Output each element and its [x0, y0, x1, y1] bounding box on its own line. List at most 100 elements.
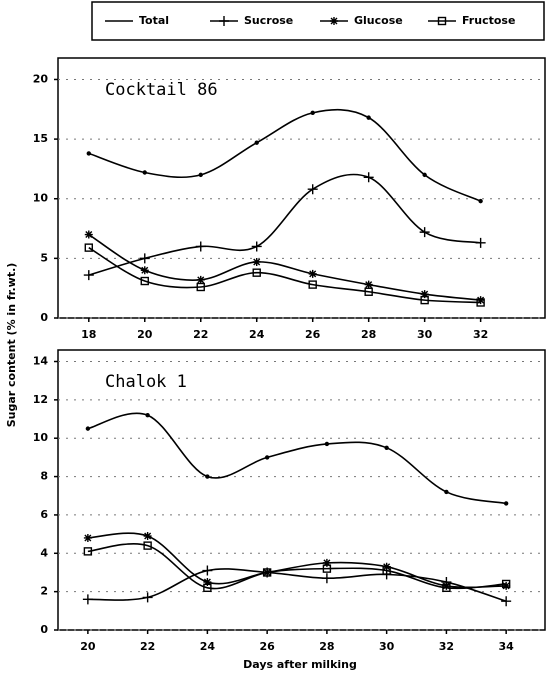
y-tick-label: 6: [40, 508, 48, 521]
point: [143, 541, 152, 550]
x-tick-label: 32: [439, 640, 454, 653]
legend-label: Total: [139, 14, 169, 27]
x-tick-label: 30: [379, 640, 395, 653]
point: [202, 565, 213, 576]
point: [501, 596, 512, 607]
legend-label: Glucose: [354, 14, 403, 27]
point: [321, 573, 332, 584]
point: [198, 172, 203, 178]
point: [363, 172, 374, 183]
point: [364, 280, 373, 289]
point: [322, 564, 332, 573]
point: [140, 276, 149, 286]
point: [252, 268, 261, 277]
point: [251, 241, 262, 252]
y-tick-label: 5: [40, 251, 48, 264]
point: [437, 16, 447, 26]
series-line: [87, 543, 507, 590]
point: [324, 441, 330, 447]
point: [502, 581, 511, 590]
point: [420, 295, 429, 305]
panel-title: Cocktail 86: [105, 80, 218, 100]
point: [419, 227, 430, 238]
point: [422, 172, 427, 178]
y-tick-label: 8: [40, 470, 48, 483]
x-tick-label: 26: [305, 328, 321, 341]
point: [384, 445, 389, 451]
x-tick-label: 20: [80, 640, 96, 653]
series-line: [87, 412, 507, 505]
point: [503, 501, 509, 506]
point: [475, 237, 486, 248]
point: [444, 489, 449, 495]
y-tick-label: 4: [40, 546, 48, 559]
x-tick-label: 20: [137, 328, 153, 341]
point: [142, 592, 153, 603]
point: [86, 151, 91, 156]
panel-title: Chalok 1: [105, 372, 187, 392]
point: [264, 455, 270, 460]
x-tick-label: 34: [499, 640, 515, 653]
x-tick-label: 24: [200, 640, 216, 653]
point: [254, 140, 259, 145]
point: [84, 243, 93, 252]
point: [476, 296, 485, 305]
y-tick-label: 10: [33, 431, 49, 444]
point: [83, 270, 94, 281]
point: [196, 275, 205, 284]
series-line: [88, 173, 481, 276]
point: [308, 269, 317, 278]
y-tick-label: 14: [33, 355, 49, 368]
x-tick-label: 32: [473, 328, 488, 341]
point: [203, 583, 212, 593]
point: [205, 474, 210, 479]
point: [203, 578, 212, 587]
point: [310, 110, 315, 116]
point: [195, 241, 206, 252]
y-tick-label: 0: [40, 623, 48, 636]
point: [364, 287, 373, 296]
point: [142, 170, 147, 175]
point: [442, 581, 451, 590]
x-axis-label: Days after milking: [243, 658, 357, 671]
x-tick-label: 26: [259, 640, 275, 653]
x-tick-label: 22: [193, 328, 208, 341]
point: [366, 115, 371, 120]
series-line: [88, 109, 481, 202]
legend-label: Sucrose: [244, 14, 293, 27]
point: [219, 16, 229, 26]
point: [308, 280, 317, 289]
point: [139, 253, 150, 264]
x-tick-label: 24: [249, 328, 265, 341]
x-tick-label: 28: [361, 328, 376, 341]
y-tick-label: 2: [40, 585, 48, 598]
legend-label: Fructose: [462, 14, 515, 27]
point: [83, 533, 92, 542]
series-line: [87, 532, 507, 589]
x-tick-label: 28: [319, 640, 334, 653]
point: [501, 579, 511, 589]
point: [143, 532, 152, 541]
point: [84, 230, 93, 239]
point: [145, 413, 150, 418]
point: [322, 558, 331, 567]
point: [85, 426, 91, 431]
x-tick-label: 30: [417, 328, 433, 341]
plot-frame: [57, 349, 546, 631]
point: [82, 594, 93, 605]
legend-box: [91, 1, 545, 41]
point: [307, 184, 318, 195]
series-line: [88, 246, 481, 304]
series-line: [87, 568, 507, 602]
y-axis-label: Sugar content (% in fr.wt.): [5, 263, 18, 428]
point: [252, 257, 261, 266]
plot-frame: [57, 57, 546, 319]
y-tick-label: 0: [40, 311, 48, 324]
point: [330, 17, 338, 25]
point: [442, 583, 451, 593]
point: [83, 547, 93, 556]
y-tick-label: 15: [33, 132, 48, 145]
point: [476, 298, 485, 307]
y-tick-label: 10: [33, 192, 49, 205]
